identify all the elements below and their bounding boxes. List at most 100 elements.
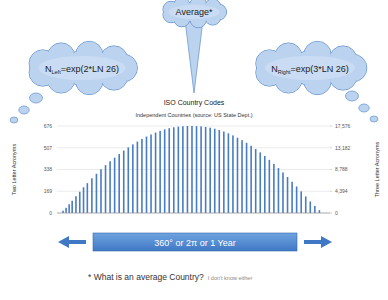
bar (269, 160, 271, 213)
bar (178, 127, 180, 213)
bar (159, 131, 161, 213)
cloud-bubble (359, 104, 369, 112)
bar (218, 130, 220, 213)
bar (100, 169, 102, 213)
bar (187, 126, 189, 213)
grid-line (57, 213, 330, 214)
bar (209, 128, 211, 213)
bar (65, 208, 67, 213)
bar (305, 196, 307, 213)
grid-line (57, 147, 330, 148)
cloud-bubble (370, 116, 378, 122)
period-label: 360° or 2π or 1 Year (154, 238, 235, 248)
bar (150, 134, 152, 213)
bar (68, 204, 70, 213)
grid-line (57, 191, 330, 192)
period-box (93, 233, 297, 251)
y2-tick (330, 147, 332, 148)
bar (278, 168, 280, 213)
y2-tick-label: 13,182 (335, 145, 351, 151)
y-tick-label: 338 (44, 166, 53, 172)
formula: NRight=exp(3*LN 26) (271, 64, 349, 75)
footnote: * What is an average Country? I don't kno… (88, 272, 252, 282)
y-axis-title: Two Letter Acronyms (11, 144, 17, 196)
x-axis-line (57, 213, 330, 214)
bar (232, 135, 234, 213)
y-tick-label: 676 (44, 123, 53, 129)
bar (241, 140, 243, 213)
y2-tick-label: 8,788 (335, 166, 348, 172)
formula-sub: Right (278, 69, 291, 75)
bar (205, 127, 207, 213)
bar (259, 152, 261, 213)
bar (300, 191, 302, 213)
grid-line (57, 169, 330, 170)
y2-tick-label: 0 (335, 210, 338, 216)
y2-tick-label: 17,576 (335, 123, 351, 129)
bar (214, 129, 216, 213)
y-tick-label: 169 (44, 188, 53, 194)
bar (127, 147, 129, 213)
footnote-aside: I don't know either (208, 275, 253, 281)
bars (62, 126, 320, 213)
bar (237, 138, 239, 213)
bar (87, 183, 89, 213)
cloud-bubble (30, 93, 43, 103)
bar (96, 174, 98, 213)
y2-axis-title: Three Letter Acronyms (374, 141, 380, 197)
formula-rest: =exp(3*LN 26) (291, 64, 349, 74)
bar (250, 146, 252, 213)
subtitle: Independent Countries (source: US State … (135, 112, 252, 118)
bar (155, 133, 157, 213)
bar (83, 187, 85, 213)
bar (196, 126, 198, 213)
y2-tick (330, 213, 332, 214)
bar (309, 201, 311, 213)
arrow-shaft (68, 240, 86, 244)
bar (118, 154, 120, 213)
bar (319, 210, 321, 213)
bar (200, 126, 202, 213)
cloud-fill (39, 56, 126, 80)
bar (137, 142, 139, 213)
formula: NLeft=exp(2*LN 26) (45, 64, 119, 75)
y-tick-label: 0 (49, 210, 52, 216)
bar (79, 192, 81, 213)
y2-tick (330, 169, 332, 170)
bar (246, 143, 248, 213)
footnote-main: * What is an average Country? (88, 272, 204, 282)
cloud-right (256, 41, 367, 94)
cloud-fill (169, 5, 220, 19)
bar (75, 196, 77, 213)
grid-line (57, 126, 330, 127)
bar (291, 182, 293, 213)
bar (132, 144, 134, 213)
arrow-head (58, 236, 69, 248)
title: ISO Country Codes (164, 99, 225, 107)
bar (105, 165, 107, 213)
bar (146, 137, 148, 213)
arrow-shaft (304, 240, 322, 244)
cloud-top (163, 0, 227, 28)
bar (296, 186, 298, 213)
cloud-bubble (10, 117, 18, 123)
bar (287, 177, 289, 213)
bar (71, 201, 73, 213)
bar (255, 149, 257, 213)
bar (264, 156, 266, 213)
bar (123, 151, 125, 213)
bar (114, 158, 116, 213)
arrow-head (321, 236, 332, 248)
bar (314, 206, 316, 213)
callout-text: Average* (176, 7, 213, 17)
bar (91, 178, 93, 213)
y-tick-label: 507 (44, 145, 53, 151)
bar (228, 133, 230, 213)
cloud-left (29, 41, 137, 94)
bar (173, 127, 175, 213)
chart-root: Average* NLeft=exp(2*LN 26) NRight=exp(3*L… (0, 0, 388, 300)
bar (191, 126, 193, 213)
bar (223, 132, 225, 213)
bar (109, 161, 111, 213)
bar (273, 164, 275, 213)
